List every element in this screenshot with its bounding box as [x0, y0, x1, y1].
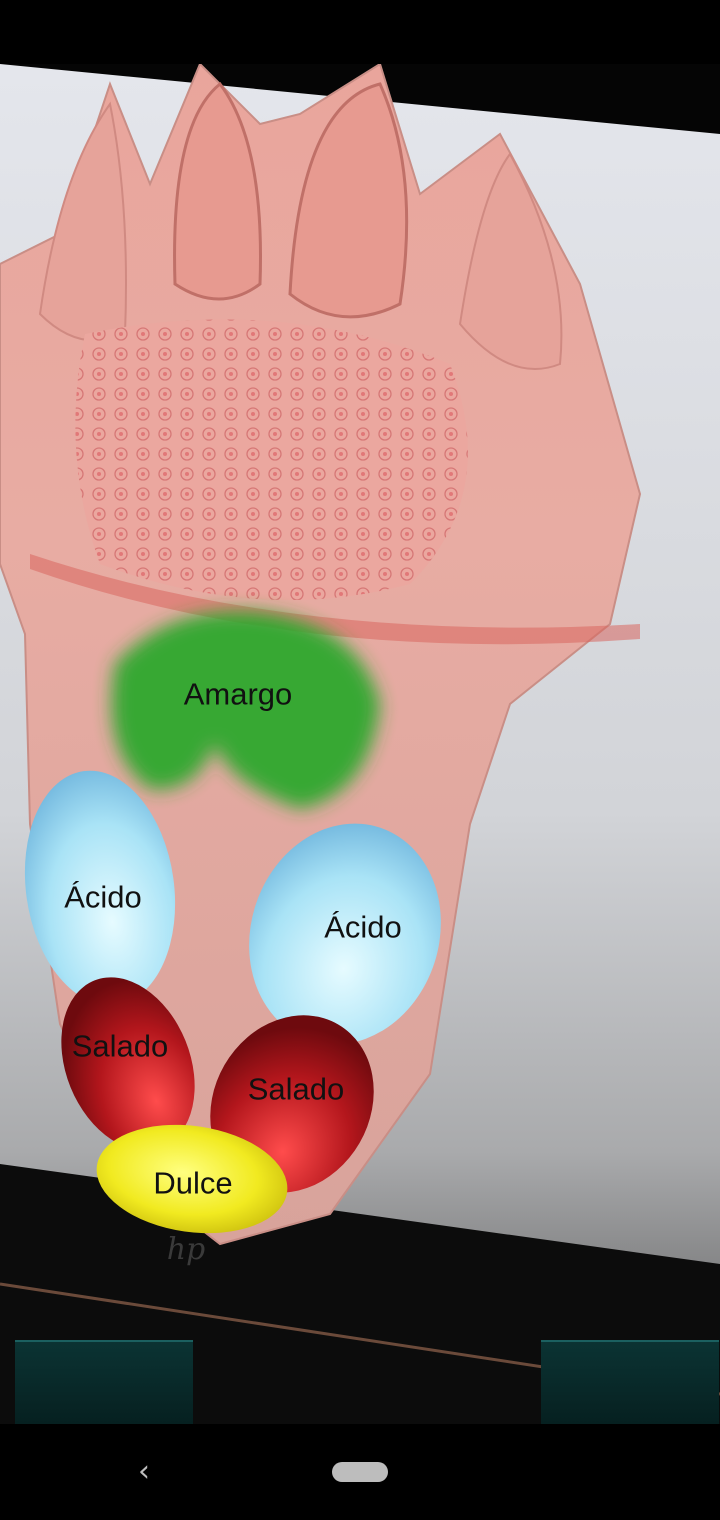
- bitter-label: Amargo: [183, 676, 293, 712]
- sour-left-zone: [24, 770, 176, 1006]
- ar-scene-graphic: hp: [0, 64, 720, 1424]
- sour-left-label: Ácido: [64, 879, 142, 915]
- lobe: [173, 81, 262, 301]
- sour-right-zone: [249, 823, 441, 1045]
- sweet-zone: [96, 1124, 288, 1234]
- back-icon[interactable]: ‹: [138, 1454, 150, 1489]
- salty-right-label: Salado: [247, 1071, 345, 1107]
- papillae-texture: [75, 319, 468, 600]
- status-bar: [0, 0, 720, 64]
- ar-camera-view[interactable]: hp Amargo: [0, 64, 720, 1424]
- tongue-band: [30, 554, 640, 645]
- bitter-zone: [111, 611, 381, 809]
- salty-left-label: Salado: [71, 1028, 169, 1064]
- ar-left-button[interactable]: [15, 1340, 193, 1424]
- home-pill-icon[interactable]: [332, 1462, 388, 1482]
- lobe: [288, 82, 409, 319]
- ar-right-button[interactable]: [541, 1340, 719, 1424]
- navigation-bar: ‹: [0, 1424, 720, 1520]
- sweet-label: Dulce: [153, 1165, 233, 1201]
- lobe: [458, 152, 563, 370]
- laptop-logo: hp: [167, 1232, 206, 1267]
- sour-right-label: Ácido: [324, 909, 402, 945]
- salty-left-zone: [61, 977, 195, 1151]
